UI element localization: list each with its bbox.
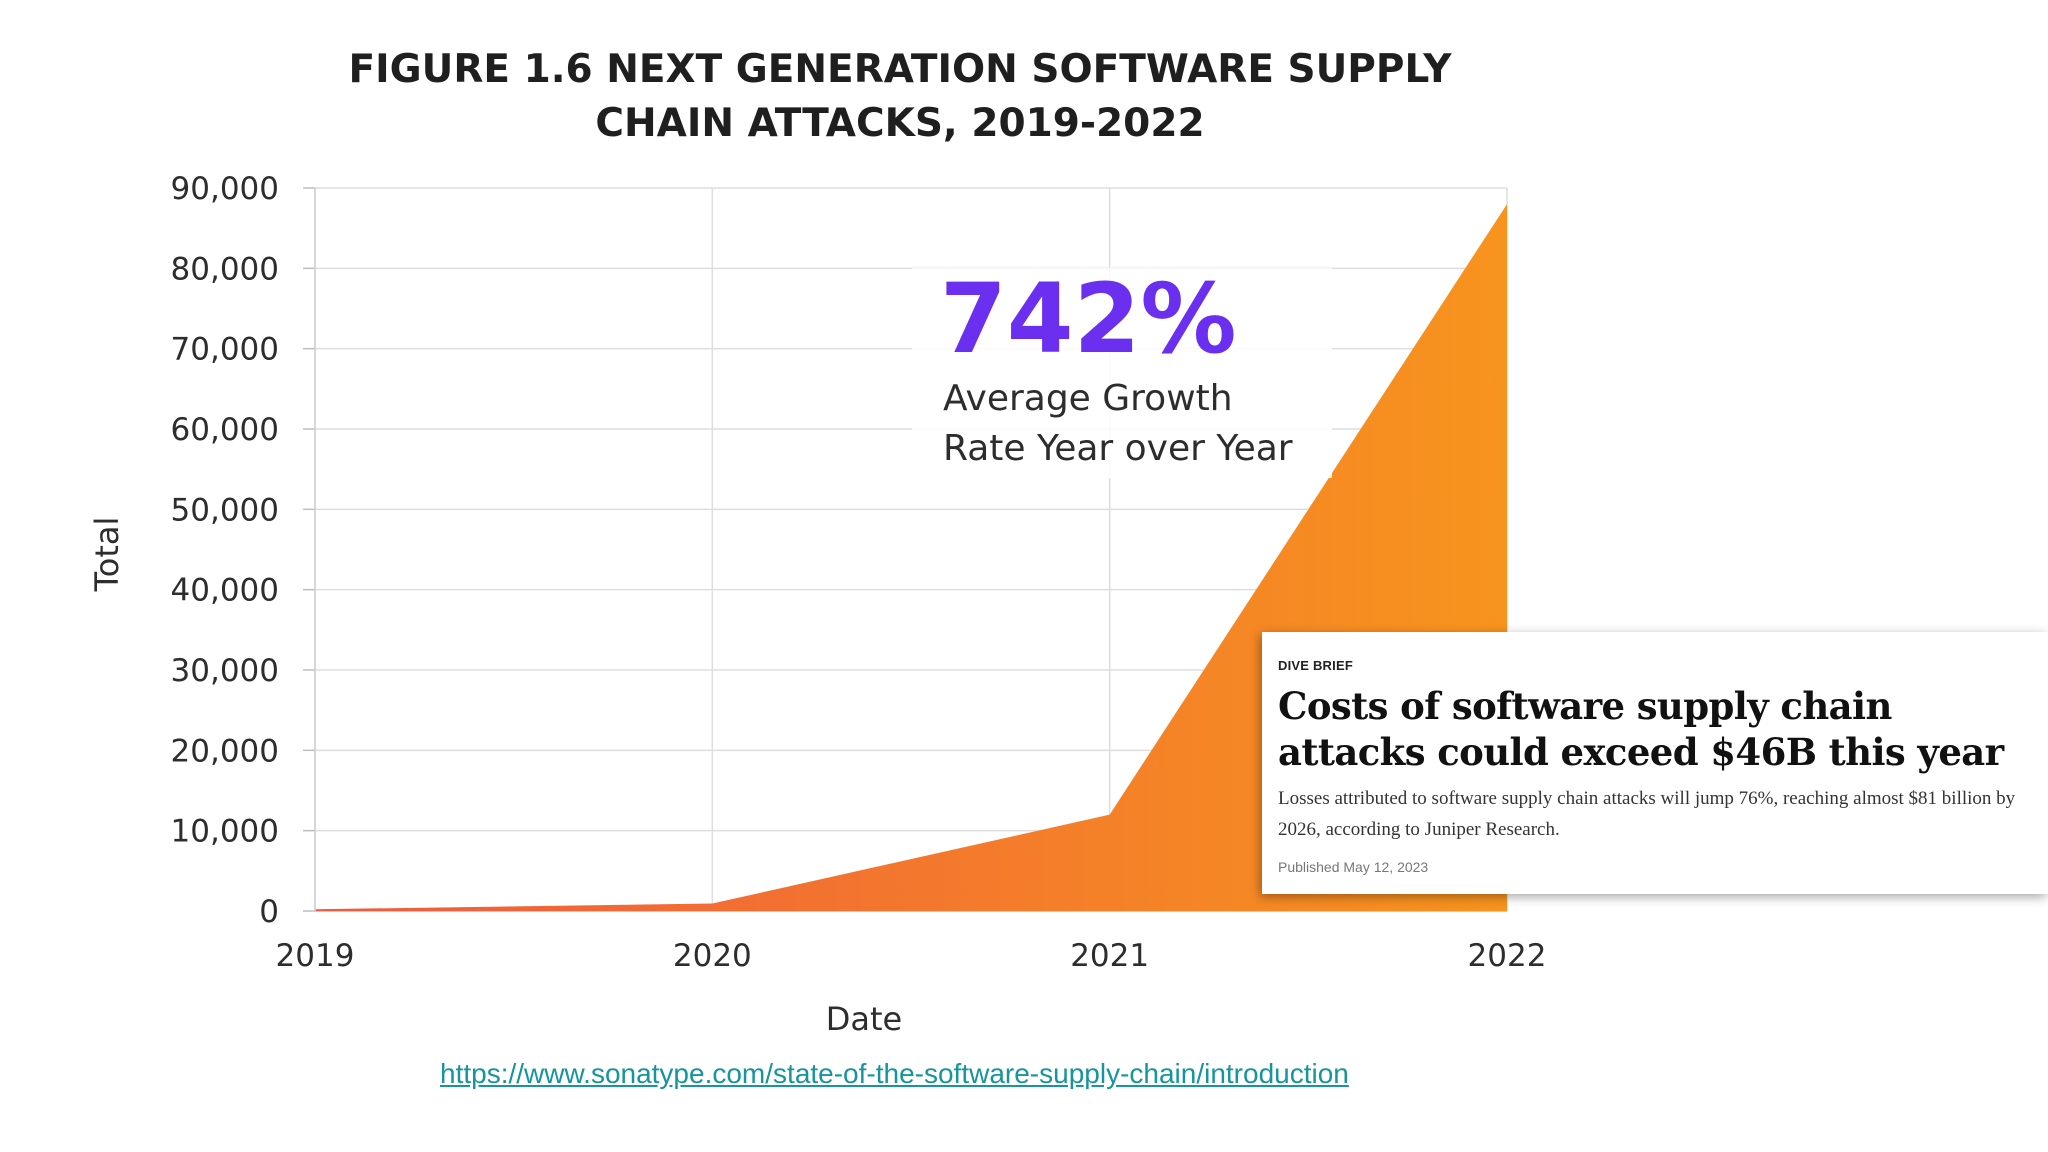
news-headline[interactable]: Costs of software supply chain attacks c… xyxy=(1278,684,2004,774)
chart-title-line-1: FIGURE 1.6 NEXT GENERATION SOFTWARE SUPP… xyxy=(348,47,1452,92)
y-tick-label: 40,000 xyxy=(171,573,279,609)
y-tick-label: 30,000 xyxy=(171,653,279,689)
y-tick-label: 80,000 xyxy=(171,251,279,287)
growth-caption-line-2: Rate Year over Year xyxy=(943,428,1293,469)
x-axis-label: Date xyxy=(826,1000,902,1038)
news-date: Published May 12, 2023 xyxy=(1278,859,1429,875)
y-tick-label: 70,000 xyxy=(171,332,279,368)
y-tick-label: 10,000 xyxy=(171,814,279,850)
news-summary: Losses attributed to software supply cha… xyxy=(1278,788,2016,840)
growth-percent: 742% xyxy=(940,263,1237,375)
x-tick-label: 2019 xyxy=(276,938,355,974)
chart-title-line-2: CHAIN ATTACKS, 2019-2022 xyxy=(595,101,1204,146)
news-card: DIVE BRIEF Costs of software supply chai… xyxy=(1262,632,2048,894)
y-axis-label: Total xyxy=(88,517,126,593)
y-tick-label: 50,000 xyxy=(171,492,279,528)
news-kicker: DIVE BRIEF xyxy=(1278,658,1353,673)
y-tick-label: 60,000 xyxy=(171,412,279,448)
series-area xyxy=(315,204,1507,912)
y-tick-label: 90,000 xyxy=(171,171,279,207)
y-tick-label: 0 xyxy=(259,894,279,930)
annotation-backdrop xyxy=(912,268,1332,478)
y-tick-label: 20,000 xyxy=(171,733,279,769)
x-tick-label: 2020 xyxy=(673,938,752,974)
x-tick-label: 2022 xyxy=(1468,938,1547,974)
x-tick-label: 2021 xyxy=(1070,938,1149,974)
source-link[interactable]: https://www.sonatype.com/state-of-the-so… xyxy=(440,1058,1349,1089)
axes: 0 10,000 20,000 30,000 40,000 50,000 60,000 70,… xyxy=(171,171,1547,974)
growth-caption-line-1: Average Growth xyxy=(943,378,1233,419)
